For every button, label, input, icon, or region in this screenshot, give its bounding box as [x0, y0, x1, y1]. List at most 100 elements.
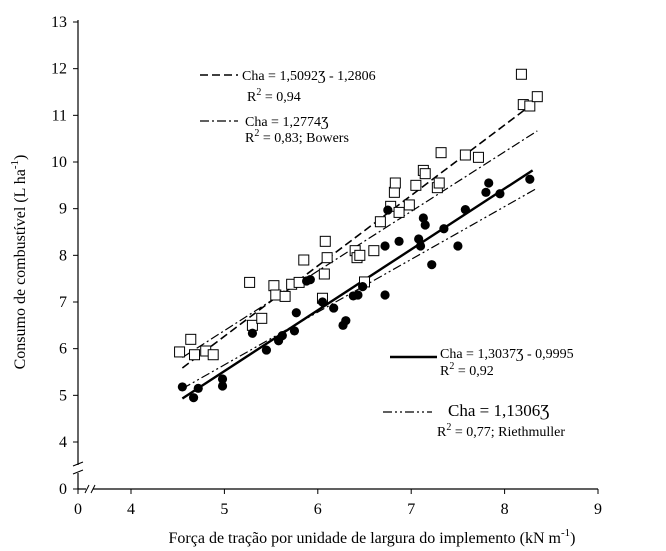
legend-equation: Cha = 1,2774Ʒ	[245, 115, 329, 130]
x-tick-label: 0	[74, 501, 82, 518]
circle-point	[329, 303, 339, 313]
square-point	[515, 68, 527, 80]
square-point	[256, 312, 268, 324]
x-tick-label: 5	[220, 501, 228, 518]
y-tick-label: 0	[59, 481, 67, 498]
square-point	[319, 235, 331, 247]
square-point	[321, 252, 333, 264]
square-point	[393, 206, 405, 218]
circle-point	[177, 382, 187, 392]
y-axis-label: Consumo de combustível (L ha-1)	[9, 155, 29, 370]
legend-equation: Cha = 1,3037Ʒ - 0,9995	[440, 347, 574, 362]
circle-point	[453, 241, 463, 251]
x-tick-label: 9	[594, 501, 602, 518]
circle-point	[380, 290, 390, 300]
circle-point	[217, 374, 228, 384]
circle-point	[353, 290, 363, 300]
y-tick-label: 10	[51, 154, 67, 171]
legend-r2: R2 = 0,77; Riethmuller	[437, 422, 565, 440]
square-point	[279, 290, 291, 302]
circle-point	[188, 393, 199, 403]
square-point	[435, 147, 447, 159]
legend-r2: R2 = 0,83; Bowers	[245, 128, 349, 146]
circle-point	[291, 308, 301, 318]
circle-point	[277, 331, 287, 341]
regression-line-dash-dot	[182, 130, 538, 358]
y-tick-label: 5	[59, 387, 67, 404]
square-point	[472, 151, 484, 163]
axes	[72, 20, 598, 494]
square-point	[270, 289, 282, 301]
circle-point	[481, 187, 491, 197]
circle-point	[358, 282, 368, 292]
square-point	[207, 349, 219, 361]
circle-point	[217, 381, 228, 391]
circle-point	[305, 275, 315, 285]
circle-point	[380, 241, 390, 251]
y-tick-label: 12	[51, 61, 67, 78]
circle-point	[525, 174, 535, 184]
circle-point	[289, 326, 300, 336]
circle-point	[420, 220, 430, 230]
square-point	[459, 149, 471, 161]
square-point	[388, 186, 400, 198]
legend-equation: Cha = 1,1306Ʒ	[448, 401, 549, 420]
square-point	[524, 100, 536, 112]
y-tick-label: 8	[59, 247, 67, 264]
data-points	[174, 68, 543, 403]
square-point	[410, 179, 422, 191]
square-point	[298, 254, 310, 266]
x-axis-label: Força de tração por unidade de largura d…	[169, 527, 576, 547]
circle-point	[383, 205, 393, 215]
square-point	[354, 249, 366, 261]
y-tick-label: 11	[52, 107, 67, 124]
circle-point	[460, 205, 470, 215]
tick-labels: 0 4 5 6 7 8 9 10 11 12 13 0 4 5 6 7 8 9	[51, 14, 602, 518]
circle-point	[341, 316, 351, 326]
square-point	[419, 168, 431, 180]
circle-point	[427, 260, 437, 270]
square-point	[374, 216, 386, 228]
x-tick-label: 4	[127, 501, 135, 518]
regression-line-dashed	[181, 99, 538, 369]
square-point	[189, 349, 201, 361]
circle-point	[261, 345, 272, 355]
legend-equation: Cha = 1,5092Ʒ - 1,2806	[242, 69, 376, 84]
x-tick-label: 6	[314, 501, 322, 518]
circle-point	[418, 213, 428, 223]
square-point	[185, 333, 197, 345]
square-point	[268, 280, 280, 292]
y-tick-label: 7	[59, 294, 67, 311]
circle-point	[439, 224, 449, 234]
square-point	[531, 91, 543, 103]
x-axis-break-mark	[84, 484, 96, 494]
square-point	[368, 245, 380, 257]
y-axis-break-gap	[72, 465, 84, 473]
legend-r2: R2 = 0,94	[247, 87, 301, 105]
circle-point	[415, 241, 426, 251]
circle-point	[414, 234, 424, 244]
x-axis-break-gap	[86, 484, 93, 494]
circle-point	[394, 236, 404, 246]
y-tick-label: 4	[59, 434, 67, 451]
y-axis-break-mark	[72, 461, 84, 475]
circle-point	[484, 178, 494, 188]
square-point	[433, 177, 445, 189]
circle-point	[247, 328, 258, 338]
square-point	[244, 276, 256, 288]
y-tick-label: 13	[51, 14, 67, 31]
x-tick-label: 8	[501, 501, 509, 518]
y-tick-label: 9	[59, 201, 67, 218]
x-tick-label: 7	[407, 501, 415, 518]
regression-line-solid	[181, 169, 534, 400]
square-point	[318, 268, 330, 280]
square-point	[403, 199, 415, 211]
circle-point	[495, 189, 505, 199]
circle-point	[193, 383, 203, 393]
y-tick-label: 6	[59, 341, 67, 358]
circle-point	[317, 297, 328, 307]
square-point	[389, 177, 401, 189]
legend: Cha = 1,5092Ʒ - 1,2806 R2 = 0,94 Cha = 1,2…	[200, 69, 574, 440]
square-point	[174, 346, 186, 358]
